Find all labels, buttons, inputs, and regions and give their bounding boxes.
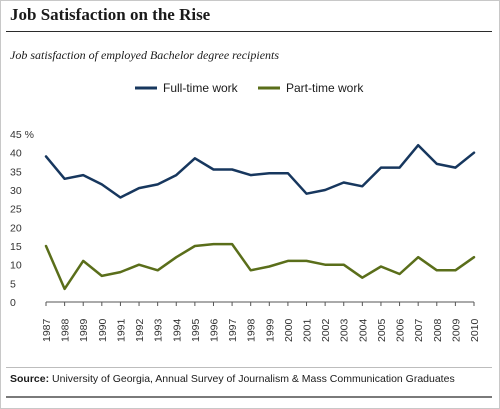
x-tick-label: 1991 [115,318,127,342]
x-tick-label: 1987 [41,318,53,342]
source-label: Source: [10,373,50,385]
x-tick-label: 2006 [395,318,407,342]
x-tick-label: 2009 [450,318,462,342]
x-tick-label: 1998 [246,318,258,342]
x-tick-label: 1992 [134,318,146,342]
x-tick-label: 2002 [320,318,332,342]
x-tick-label: 2008 [432,318,444,342]
x-tick-label: 1995 [190,318,202,342]
y-tick-label: 40 [10,148,22,160]
y-tick-label: 0 [10,297,16,309]
series-line-1 [44,242,476,291]
x-tick-label: 2010 [469,318,481,342]
x-tick-label: 1990 [97,318,109,342]
y-tick-label: 30 [10,185,22,197]
source-note: Source: University of Georgia, Annual Su… [10,373,455,385]
title-rule [6,31,492,32]
chart-title: Job Satisfaction on the Rise [10,5,211,24]
y-tick-label: 10 [10,260,22,272]
y-tick-label: 25 [10,204,22,216]
x-tick-label: 1994 [171,318,183,342]
legend-label-0: Full-time work [163,81,239,95]
x-tick-label: 1988 [60,318,72,342]
x-tick-label: 2001 [302,318,314,342]
legend-label-1: Part-time work [286,81,364,95]
source-text: University of Georgia, Annual Survey of … [52,373,455,385]
x-tick-label: 2004 [357,318,369,342]
y-tick-label: 5 [10,278,16,290]
y-tick-label: 20 [10,222,22,234]
x-tick-label: 2003 [339,318,351,342]
x-tick-label: 1993 [153,318,165,342]
series-line-0 [44,143,476,199]
y-tick-label: 35 [10,166,22,178]
x-tick-label: 1989 [78,318,90,342]
x-tick-label: 2005 [376,318,388,342]
x-tick-label: 2007 [413,318,425,342]
x-tick-label: 2000 [283,318,295,342]
y-tick-label: 45 % [10,129,34,141]
source-rule [6,367,492,368]
y-tick-label: 15 [10,241,22,253]
chart-subtitle: Job satisfaction of employed Bachelor de… [10,48,280,62]
x-tick-label: 1996 [208,318,220,342]
bottom-rule [6,396,492,398]
x-tick-label: 1997 [227,318,239,342]
x-tick-label: 1999 [264,318,276,342]
